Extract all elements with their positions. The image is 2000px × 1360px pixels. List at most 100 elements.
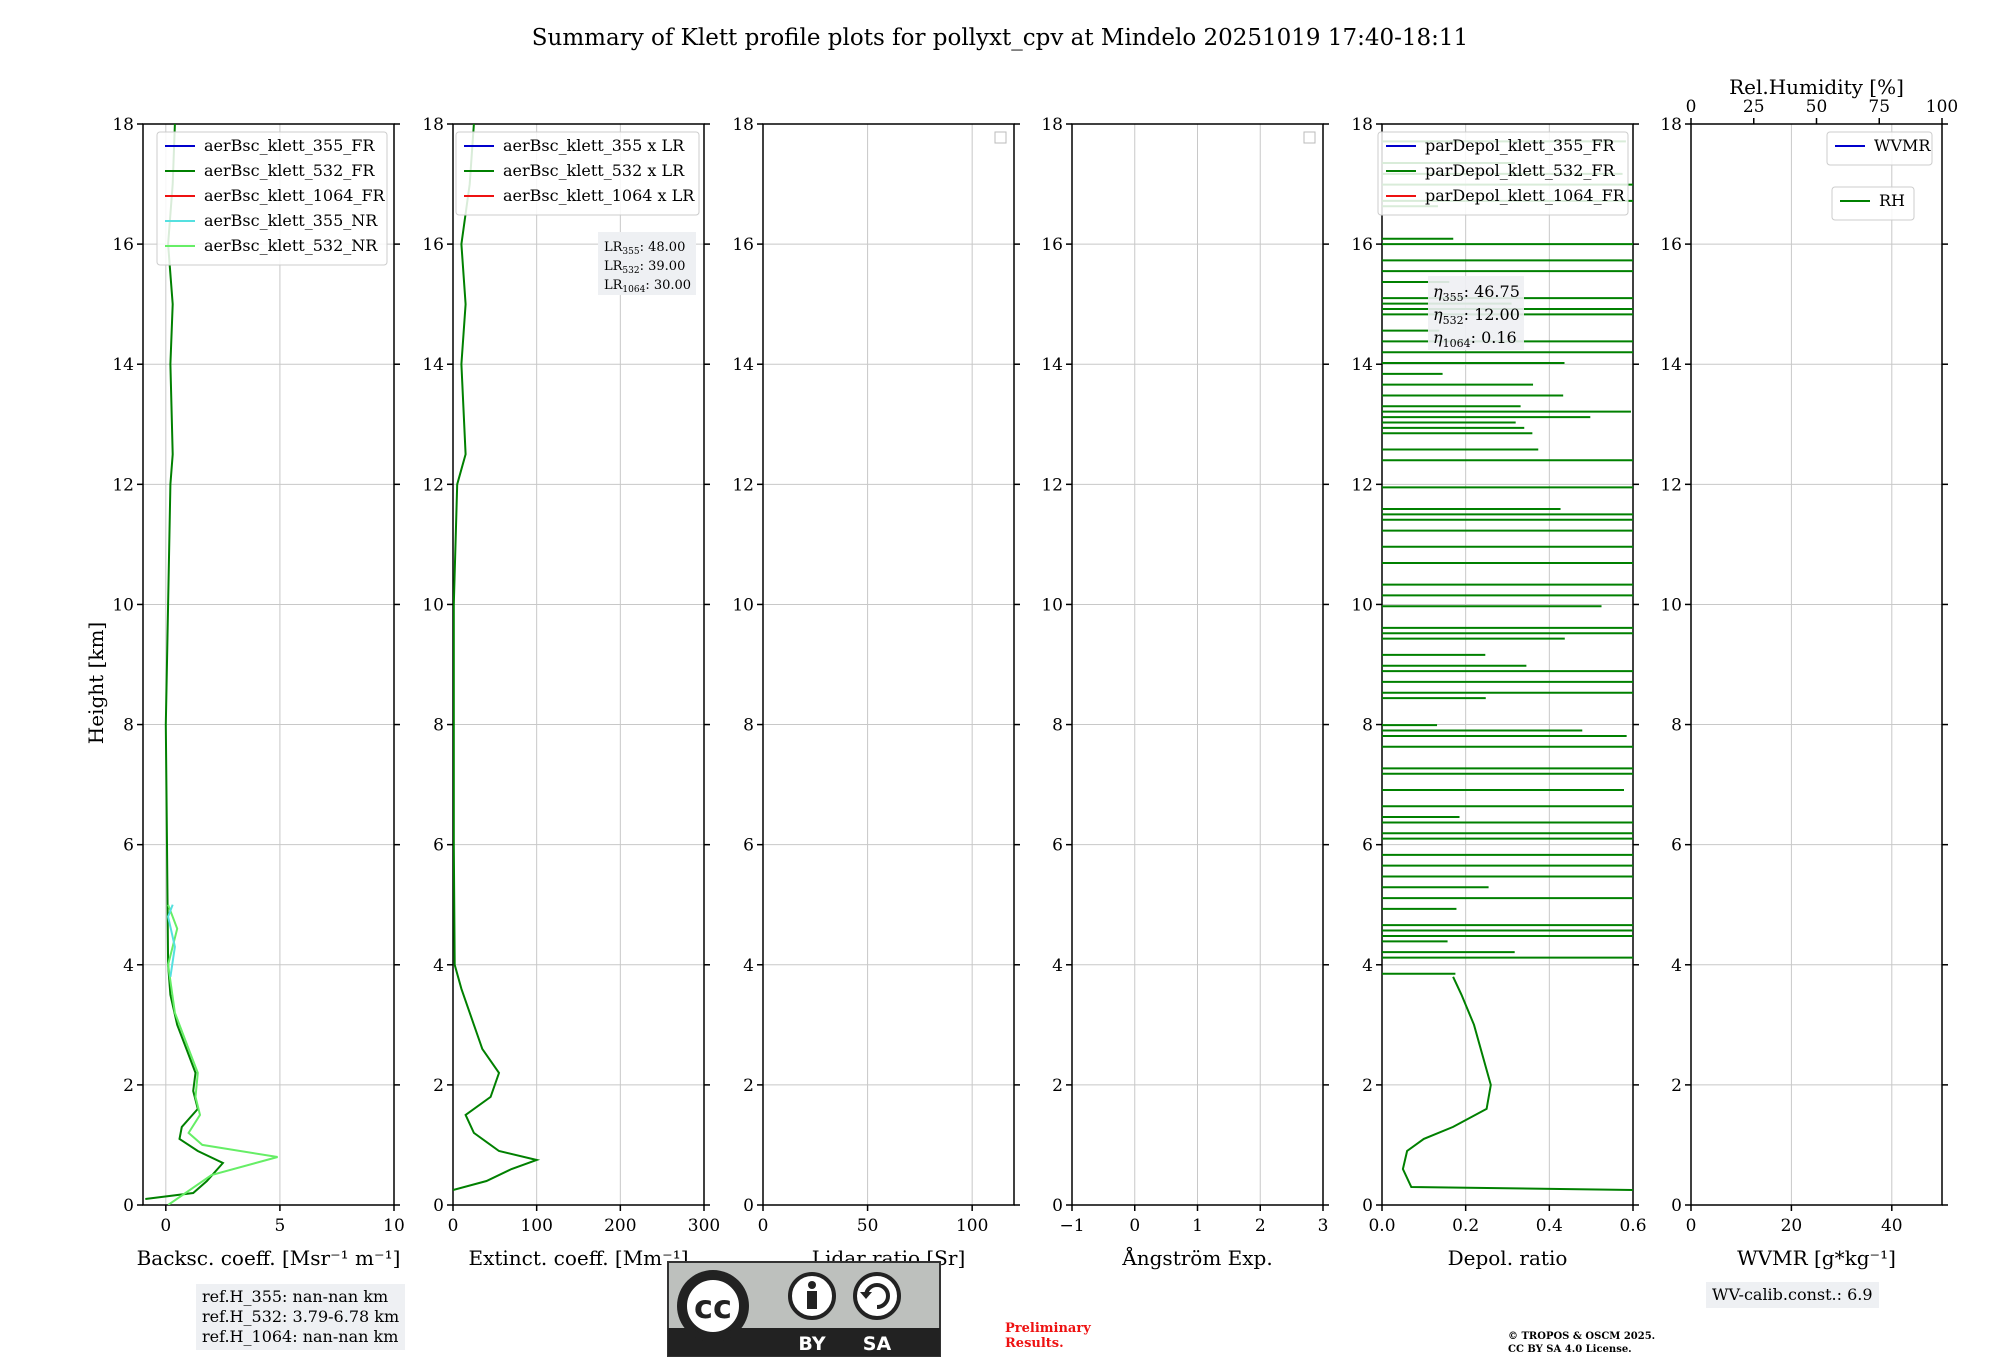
y-tick-label: 4 bbox=[1362, 956, 1373, 976]
ref-height-1064: ref.H_1064: nan-nan km bbox=[202, 1327, 399, 1346]
series-aerBsc_klett_532_NR bbox=[167, 904, 278, 1205]
y-tick-label: 16 bbox=[1351, 235, 1373, 255]
x-tick-label: 0.6 bbox=[1619, 1216, 1646, 1236]
y-tick-label: 0 bbox=[743, 1196, 754, 1216]
y-tick-label: 18 bbox=[1351, 115, 1373, 135]
legend-wvmr: WVMR bbox=[1826, 131, 1933, 166]
x-tick-label: −1 bbox=[1059, 1216, 1084, 1236]
y-tick-label: 6 bbox=[123, 836, 134, 856]
y-tick-label: 10 bbox=[1041, 595, 1063, 615]
panel-frame bbox=[1071, 123, 1324, 1206]
y-tick-label: 6 bbox=[1671, 836, 1682, 856]
y-tick-label: 8 bbox=[1052, 716, 1063, 736]
legend-frame bbox=[156, 131, 388, 266]
legend-depol: parDepol_klett_355_FR parDepol_klett_532_… bbox=[1377, 131, 1629, 216]
y-tick-label: 16 bbox=[422, 235, 444, 255]
y-tick-label: 14 bbox=[1041, 355, 1063, 375]
empty-legend-lidar bbox=[994, 131, 1007, 144]
x-tick-label: 2 bbox=[1255, 1216, 1266, 1236]
panel-backscatter: 0 2 4 6 8 10 12 14 16 18 0 5 10 Backsc. coeff. [Msr⁻¹… bbox=[112, 115, 404, 1270]
y-tick-label: 14 bbox=[732, 355, 754, 375]
x-tick-label: 0.4 bbox=[1536, 1216, 1563, 1236]
y-axis-label: Height [km] bbox=[84, 622, 108, 744]
legend-frame bbox=[455, 131, 700, 216]
series-parDepol_klett_532_FR bbox=[1401, 976, 1633, 1191]
eta-1064: η1064: 0.16 bbox=[1433, 328, 1517, 350]
figure-title: Summary of Klett profile plots for polly… bbox=[532, 25, 1468, 51]
legend-extinction: aerBsc_klett_355 x LR aerBsc_klett_532 x … bbox=[455, 131, 700, 216]
x-tick-label: 50 bbox=[857, 1216, 879, 1236]
annotation-frame bbox=[1428, 276, 1524, 350]
ref-height-box: ref.H_355: nan-nan km ref.H_532: 3.79-6.… bbox=[196, 1284, 406, 1350]
y-tick-label: 16 bbox=[1660, 235, 1682, 255]
legend-entry: parDepol_klett_355_FR bbox=[1425, 136, 1616, 155]
x-tick-label: 3 bbox=[1318, 1216, 1329, 1236]
y-tick-label: 14 bbox=[1660, 355, 1682, 375]
y-tick-label: 12 bbox=[422, 475, 444, 495]
legend-entry: aerBsc_klett_532_FR bbox=[204, 161, 375, 180]
x-axis-label: Extinct. coeff. [Mm⁻¹] bbox=[468, 1246, 688, 1270]
top-x-tick-label: 75 bbox=[1868, 97, 1890, 117]
ref-height-532: ref.H_532: 3.79-6.78 km bbox=[202, 1307, 400, 1326]
x-tick-label: 0 bbox=[758, 1216, 769, 1236]
x-axis-label: Backsc. coeff. [Msr⁻¹ m⁻¹] bbox=[137, 1246, 401, 1270]
x-tick-label: 0.2 bbox=[1452, 1216, 1479, 1236]
y-tick-label: 18 bbox=[732, 115, 754, 135]
y-tick-label: 4 bbox=[123, 956, 134, 976]
x-tick-label: 10 bbox=[383, 1216, 405, 1236]
y-tick-label: 12 bbox=[112, 475, 134, 495]
y-tick-label: 2 bbox=[1362, 1076, 1373, 1096]
y-tick-label: 6 bbox=[1362, 836, 1373, 856]
legend-frame bbox=[1377, 131, 1629, 216]
y-tick-label: 8 bbox=[743, 716, 754, 736]
y-tick-label: 4 bbox=[743, 956, 754, 976]
lr-355: LR355: 48.00 bbox=[604, 240, 685, 257]
depol-noise-segments bbox=[1382, 140, 1633, 975]
top-x-tick-label: 100 bbox=[1926, 97, 1958, 117]
x-tick-label: 1 bbox=[1192, 1216, 1203, 1236]
top-x-tick-label: 25 bbox=[1743, 97, 1765, 117]
panel-frame bbox=[1690, 123, 1943, 1206]
y-tick-label: 8 bbox=[123, 716, 134, 736]
y-tick-label: 10 bbox=[112, 595, 134, 615]
series-aerBsc_klett_532 x LR bbox=[453, 124, 541, 1191]
y-tick-label: 10 bbox=[422, 595, 444, 615]
legend-entry: aerBsc_klett_1064 x LR bbox=[503, 186, 695, 205]
y-tick-label: 14 bbox=[422, 355, 444, 375]
y-tick-label: 0 bbox=[1052, 1196, 1063, 1216]
y-tick-label: 18 bbox=[1660, 115, 1682, 135]
legend-frame bbox=[1826, 131, 1933, 166]
x-tick-label: 100 bbox=[956, 1216, 988, 1236]
license-by: BY bbox=[798, 1333, 825, 1355]
y-tick-label: 2 bbox=[433, 1076, 444, 1096]
x-tick-label: 0.0 bbox=[1368, 1216, 1395, 1236]
y-tick-label: 0 bbox=[1671, 1196, 1682, 1216]
legend-entry: aerBsc_klett_355 x LR bbox=[503, 136, 685, 155]
x-tick-label: 0 bbox=[448, 1216, 459, 1236]
panel-depol: 0 2 4 6 8 10 12 14 16 18 0.0 0.2 0.4 0.6 Depol. ratio bbox=[1351, 115, 1646, 1270]
x-tick-label: 200 bbox=[604, 1216, 636, 1236]
legend-entry: parDepol_klett_532_FR bbox=[1425, 161, 1616, 180]
y-tick-label: 4 bbox=[433, 956, 444, 976]
legend-entry: aerBsc_klett_355_NR bbox=[204, 211, 378, 230]
x-tick-label: 300 bbox=[688, 1216, 720, 1236]
y-tick-label: 0 bbox=[433, 1196, 444, 1216]
sa-icon bbox=[853, 1272, 901, 1320]
legend-entry: aerBsc_klett_532_NR bbox=[204, 236, 378, 255]
legend-entry: aerBsc_klett_532 x LR bbox=[503, 161, 685, 180]
empty-legend-angstrom bbox=[1303, 131, 1316, 144]
y-tick-label: 12 bbox=[1351, 475, 1373, 495]
legend-entry: aerBsc_klett_1064_FR bbox=[204, 186, 386, 205]
y-tick-label: 18 bbox=[112, 115, 134, 135]
eta-355: η355: 46.75 bbox=[1433, 282, 1520, 304]
legend-entry: parDepol_klett_1064_FR bbox=[1425, 186, 1626, 205]
legend-entry: WVMR bbox=[1874, 136, 1931, 155]
y-tick-label: 16 bbox=[1041, 235, 1063, 255]
legend-entry: aerBsc_klett_355_FR bbox=[204, 136, 375, 155]
ref-height-355: ref.H_355: nan-nan km bbox=[202, 1287, 389, 1306]
y-tick-label: 16 bbox=[112, 235, 134, 255]
